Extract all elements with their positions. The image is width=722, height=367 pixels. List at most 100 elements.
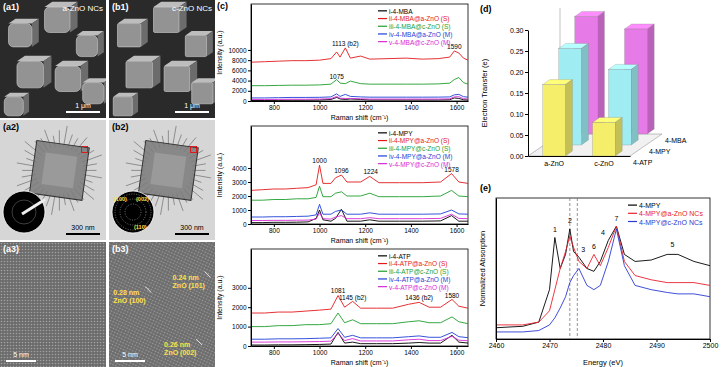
x-axis-line (252, 346, 469, 347)
x-axis-tick-label: 2480 (596, 342, 612, 349)
x-axis-tick-label: 1000 (313, 349, 328, 356)
series-line (251, 213, 468, 221)
x-axis-title: Raman shift (cm⁻¹) (331, 114, 389, 122)
legend-swatch (378, 286, 387, 287)
x-axis-tick: 1200 (358, 101, 373, 111)
legend-swatch (628, 205, 637, 206)
cube-face (17, 61, 44, 88)
series-line (251, 48, 468, 62)
x-axis-tick: 1400 (404, 224, 419, 234)
lattice-marker (145, 287, 151, 293)
depth-label: 4-MPY (649, 148, 671, 155)
y-axis-tick: 6000 (232, 67, 251, 74)
series-line (251, 204, 468, 217)
y-axis-tick-label: 0 (243, 221, 247, 228)
cube-side (43, 56, 51, 88)
y-axis: 0.000.050.100.150.200.250.30 (510, 27, 529, 160)
x-axis-tick: 1600 (450, 346, 465, 356)
y-axis-tick: 2000 (232, 193, 251, 200)
image-panel: (a2)300 nm (0, 120, 106, 240)
panel-title: a-ZnO NCs (63, 4, 103, 13)
bar-side (597, 11, 604, 134)
scale-bar (66, 233, 100, 235)
series-line (251, 333, 468, 342)
nanocube-core (150, 152, 186, 188)
chart: 8001000120014001600010002000300040001000… (216, 126, 469, 245)
lattice-spacing: 0.28 nm (113, 289, 139, 296)
x-axis-title: Raman shift (cm⁻¹) (331, 237, 389, 245)
y-axis-title: Intensity (a.u.) (216, 275, 224, 319)
legend: i-4-ATPii-4-ATP@a-ZnO (S)iii-4-ATP@c-ZnO… (378, 253, 450, 292)
saed-ring (125, 204, 141, 220)
reference-line (577, 198, 578, 339)
image-panel: (a3)5 nm (0, 242, 106, 367)
peak-annotation: 1224 (363, 168, 378, 175)
nanosheet-spike (161, 194, 165, 215)
cube-top (83, 78, 106, 82)
plot-frame (251, 126, 468, 224)
x-axis-tick-label: 2490 (649, 342, 665, 349)
panel-label: (d) (480, 4, 492, 14)
selected-area-marker (82, 147, 88, 153)
panel-label: (c) (217, 1, 228, 11)
series-line (251, 78, 468, 86)
series-line (251, 94, 468, 98)
image-body (109, 242, 215, 367)
bar (543, 85, 566, 156)
cube-face (192, 83, 213, 104)
plot-area (251, 165, 468, 222)
x-axis-tick-label: 1400 (404, 227, 419, 234)
image-panel: (100)(002)(110)(b2)300 nm (109, 120, 215, 240)
saed-label: (002) (136, 196, 149, 202)
x-axis-tick-label: 1400 (404, 349, 419, 356)
cube-face (83, 83, 104, 104)
x-axis-tick: 2490 (649, 339, 665, 349)
legend-swatch (378, 263, 387, 264)
peak-annotation: 3 (581, 246, 585, 253)
x-axis-tick: 800 (269, 224, 280, 234)
x-axis-tick: 2500 (703, 339, 719, 349)
x-axis: 24602470248024902500 (489, 339, 719, 349)
y-axis-tick-mark (248, 91, 251, 92)
cube-side (213, 78, 215, 104)
lattice-plane: ZnO (002) (164, 349, 196, 357)
x-axis-tick: 1000 (313, 346, 328, 356)
legend-label: i-4-ATP (389, 253, 411, 260)
nanosheet-spike (64, 126, 68, 147)
cube-top (192, 78, 215, 82)
x-axis-tick: 800 (269, 346, 280, 356)
cube-side (98, 31, 104, 57)
image-body (0, 242, 106, 367)
y-axis-tick-mark (248, 50, 251, 51)
y-axis-title: Intensity (a.u.) (216, 153, 224, 197)
y-axis-tick-label: 0.05 (510, 132, 524, 139)
y-axis-tick: 3000 (232, 179, 251, 186)
x-axis-tick: a-ZnO (544, 156, 564, 167)
y-axis-tick-label: 1000 (232, 207, 247, 214)
peak-annotation: 1580 (445, 292, 460, 299)
plot-frame (251, 249, 468, 346)
plot-area (496, 198, 710, 339)
y-axis-tick-label: 0.10 (510, 111, 524, 118)
y-axis-tick: 4000 (232, 77, 251, 84)
y-axis-tick-label: 0.20 (510, 69, 524, 76)
cube-face (76, 35, 97, 56)
y-axis-tick-mark (248, 101, 251, 102)
scale-bar-label: 1 μm (75, 102, 91, 110)
legend-swatch (378, 255, 387, 256)
bar (593, 122, 616, 156)
series-line (496, 229, 710, 332)
y-axis-tick-mark (248, 81, 251, 82)
y-axis-tick: 3000 (232, 284, 251, 291)
legend-swatch (628, 213, 637, 214)
cube-side (207, 31, 213, 57)
saed-inset (3, 191, 45, 233)
cube-face (117, 24, 140, 47)
image-body (0, 120, 106, 240)
cube-side (104, 78, 106, 104)
y-axis-tick: 0.25 (510, 48, 528, 55)
scale-bar-label: 1 μm (184, 102, 200, 110)
plot-frame (251, 4, 468, 101)
bar-side (565, 80, 572, 156)
y-axis-tick: 2000 (232, 304, 251, 311)
